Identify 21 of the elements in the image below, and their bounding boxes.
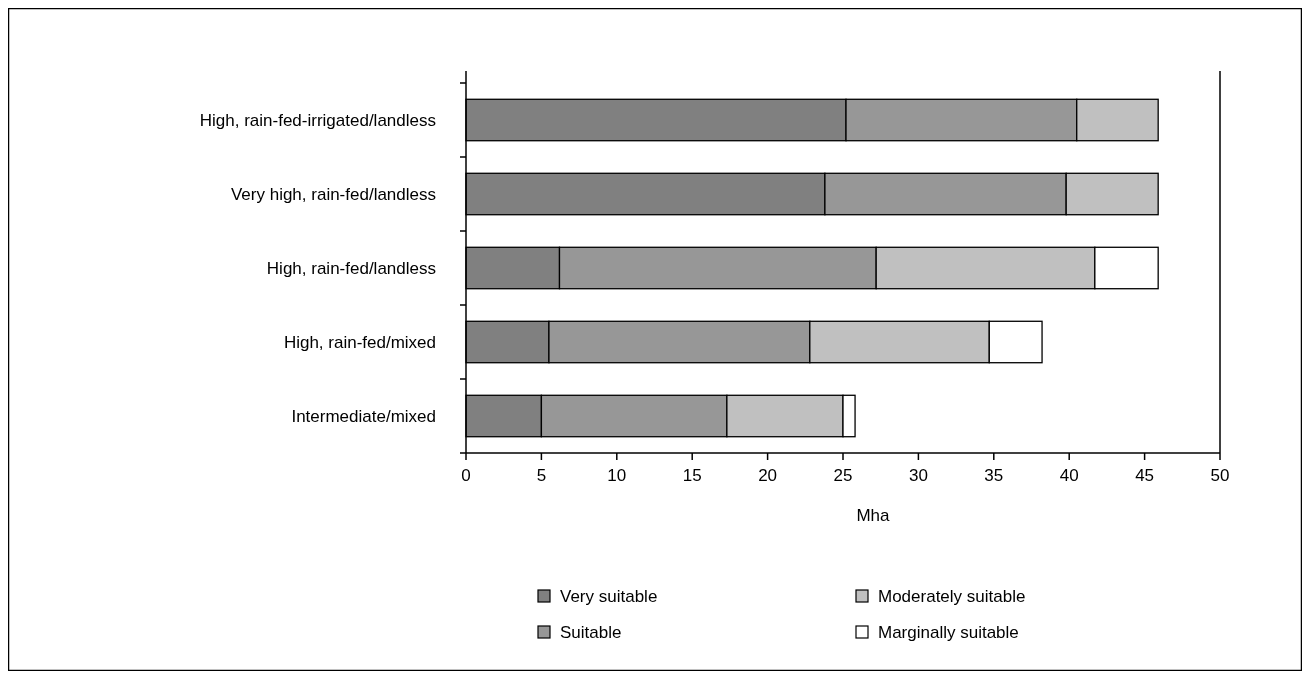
legend-label: Marginally suitable — [878, 622, 1019, 642]
x-tick-label: 45 — [1135, 466, 1155, 485]
y-tick-label: High, rain-fed-irrigated/landless — [199, 110, 436, 130]
x-tick-label: 25 — [833, 466, 853, 485]
x-tick-label: 20 — [758, 466, 778, 485]
x-tick-label: 40 — [1059, 466, 1079, 485]
x-tick-label: 5 — [536, 466, 547, 485]
x-tick-label: 0 — [461, 466, 471, 485]
y-tick-label: Very high, rain-fed/landless — [230, 184, 436, 204]
x-tick-label: 15 — [682, 466, 702, 485]
y-tick-label: High, rain-fed/landless — [266, 258, 436, 278]
legend-label: Very suitable — [560, 586, 658, 606]
y-tick-label: High, rain-fed/mixed — [283, 332, 436, 352]
x-tick-label: 30 — [908, 466, 928, 485]
legend-label: Suitable — [560, 622, 622, 642]
x-tick-label: 50 — [1210, 466, 1230, 485]
x-axis-title: Mha — [856, 506, 891, 525]
x-tick-label: 35 — [984, 466, 1004, 485]
x-tick-label: 10 — [607, 466, 627, 485]
legend-label: Moderately suitable — [878, 586, 1026, 606]
y-tick-label: Intermediate/mixed — [291, 406, 436, 426]
